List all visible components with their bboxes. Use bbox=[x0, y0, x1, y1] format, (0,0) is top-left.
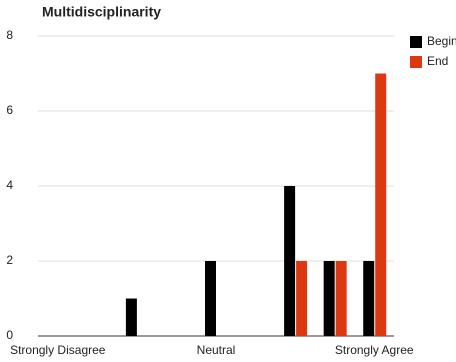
y-tick-label: 2 bbox=[6, 253, 13, 267]
y-tick-label: 0 bbox=[6, 328, 13, 342]
bar bbox=[335, 261, 347, 336]
legend-swatch bbox=[410, 56, 422, 68]
x-tick-label: Strongly Agree bbox=[335, 343, 414, 357]
x-tick-label: Strongly Disagree bbox=[10, 343, 106, 357]
x-tick-label: Neutral bbox=[197, 343, 236, 357]
y-tick-label: 8 bbox=[6, 28, 13, 42]
bar bbox=[363, 261, 375, 336]
chart-title: Multidisciplinarity bbox=[42, 4, 161, 20]
bar bbox=[125, 298, 137, 336]
y-tick-label: 6 bbox=[6, 103, 13, 117]
bar bbox=[296, 261, 308, 336]
bar bbox=[284, 186, 296, 336]
legend-label: End bbox=[427, 54, 448, 68]
y-tick-label: 4 bbox=[6, 178, 13, 192]
bar bbox=[205, 261, 216, 336]
legend-label: Begin bbox=[427, 34, 456, 48]
legend-swatch bbox=[410, 36, 422, 48]
bar bbox=[375, 73, 387, 336]
bar bbox=[323, 261, 335, 336]
